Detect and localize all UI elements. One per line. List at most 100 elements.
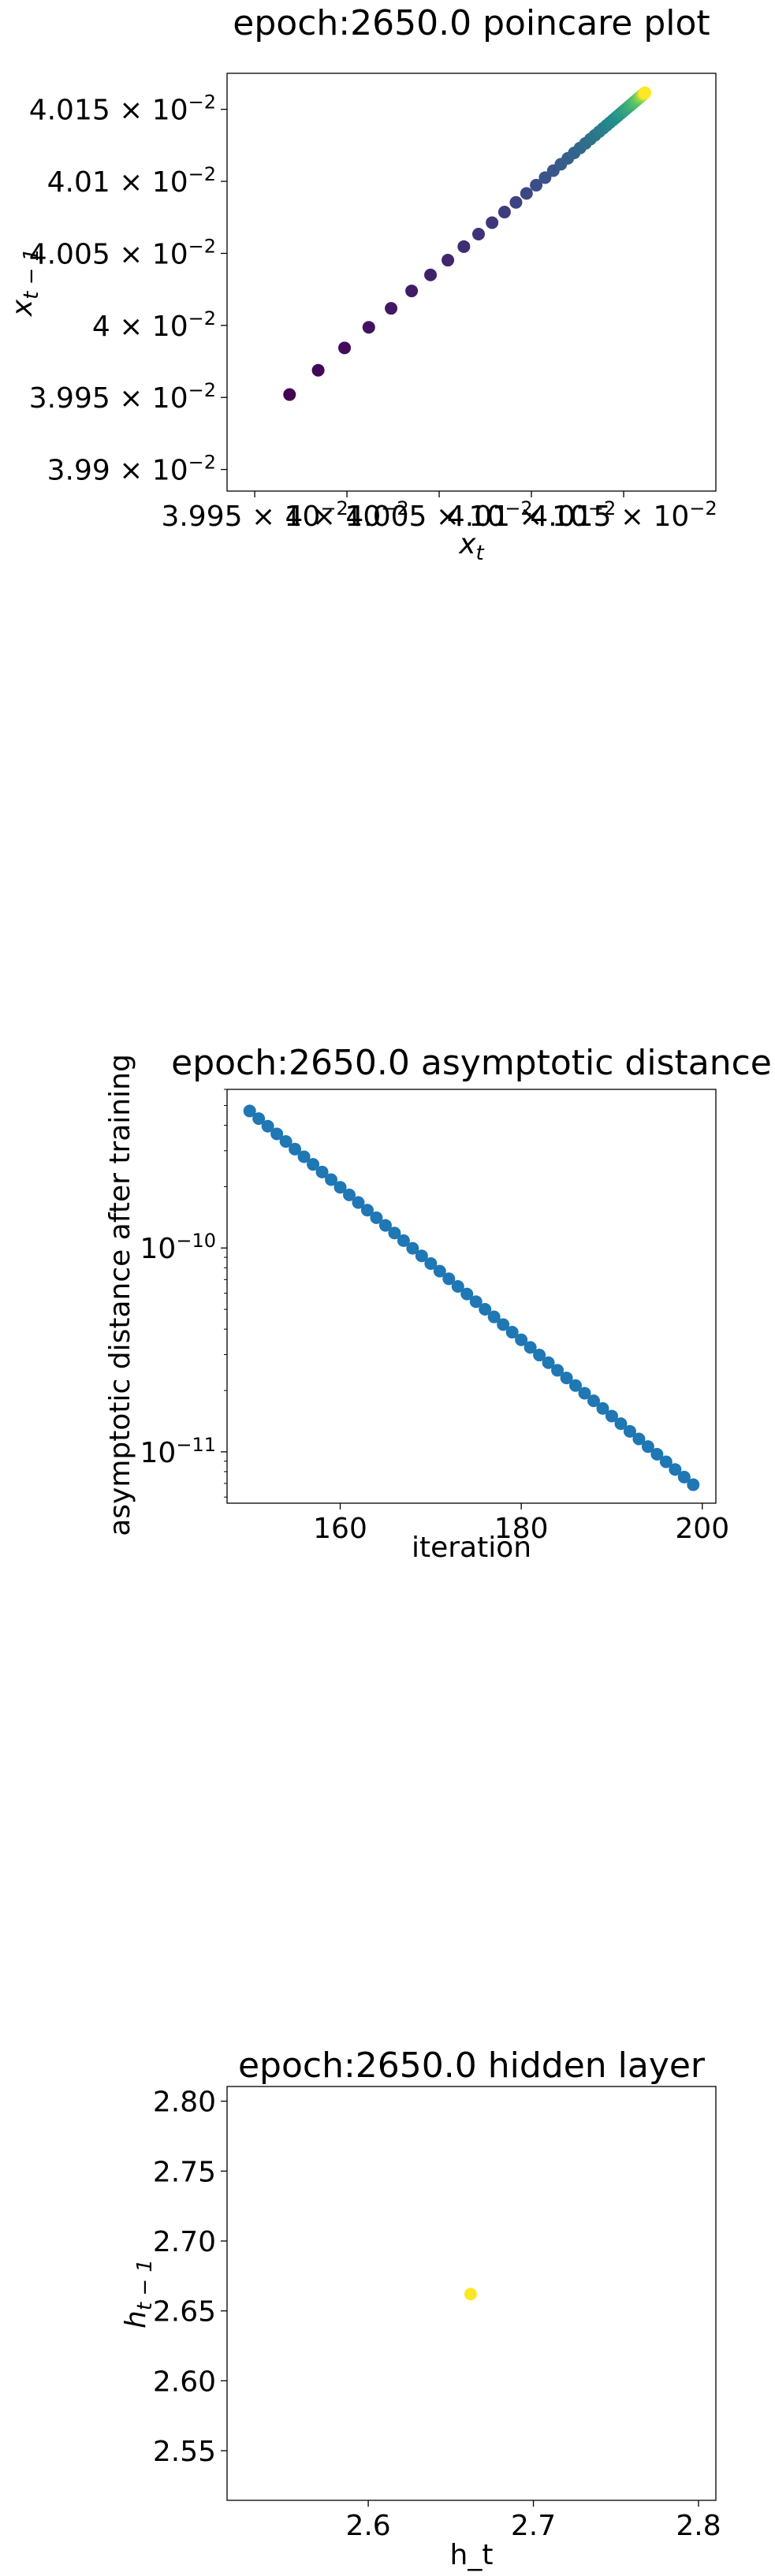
asymptotic-distance-y-label: asymptotic distance after training xyxy=(104,1054,136,1536)
y-tick-label: 2.55 xyxy=(153,2436,216,2468)
distance-point xyxy=(279,1135,292,1148)
distance-point xyxy=(578,1387,591,1400)
distance-point xyxy=(687,1478,700,1491)
distance-point xyxy=(343,1188,356,1201)
hidden-layer-points xyxy=(464,2288,477,2301)
distance-point xyxy=(388,1227,401,1240)
distance-point xyxy=(614,1417,628,1431)
x-tick-label: 4.015 × 10−2 xyxy=(530,497,717,533)
distance-point xyxy=(523,1341,537,1354)
y-tick-label: 2.65 xyxy=(153,2296,216,2328)
y-tick-label: 4.005 × 10−2 xyxy=(29,235,216,270)
poincare-point xyxy=(497,206,511,219)
distance-point xyxy=(406,1241,419,1255)
distance-point xyxy=(469,1295,483,1308)
x-tick-label: 3.995 × 10−2 xyxy=(161,497,348,533)
poincare-plot-panel: epoch:2650.0 poincare plot 3.995 × 10−24… xyxy=(6,3,717,565)
poincare-point xyxy=(639,86,652,99)
hidden-layer-panel: epoch:2650.0 hidden layer 2.6 2.7 2.8 2.55… xyxy=(120,2046,721,2571)
asymptotic-distance-title: epoch:2650.0 asymptotic distance xyxy=(171,1043,772,1083)
distance-point xyxy=(289,1142,302,1156)
distance-point xyxy=(623,1424,636,1438)
poincare-point xyxy=(457,240,471,253)
poincare-point xyxy=(362,321,375,334)
poincare-plot-x-label: xt xyxy=(458,528,484,565)
distance-point xyxy=(352,1196,365,1209)
distance-point xyxy=(270,1127,284,1141)
y-tick-label: 10−10 xyxy=(140,1230,216,1265)
poincare-point xyxy=(385,302,398,315)
distance-point xyxy=(669,1463,682,1476)
distance-point xyxy=(587,1394,600,1408)
distance-point xyxy=(596,1402,609,1415)
distance-point xyxy=(659,1455,673,1469)
hidden-layer-x-ticks: 2.6 2.7 2.8 xyxy=(345,2500,721,2542)
distance-point xyxy=(460,1287,474,1301)
distance-point xyxy=(397,1234,410,1247)
distance-point xyxy=(297,1150,311,1163)
x-tick-label: 4.01 × 10−2 xyxy=(447,497,616,533)
y-tick-label: 3.99 × 10−2 xyxy=(47,452,216,487)
distance-point xyxy=(325,1173,338,1186)
poincare-point xyxy=(442,254,455,267)
poincare-point xyxy=(509,195,523,209)
distance-point xyxy=(243,1104,256,1118)
poincare-plot-y-ticks: 3.99 × 10−2 3.995 × 10−2 4 × 10−2 4.005 × 1… xyxy=(29,91,227,487)
hidden-layer-axes-frame xyxy=(226,2086,717,2501)
hidden-layer-y-ticks: 2.55 2.60 2.65 2.70 2.75 2.80 xyxy=(153,2086,227,2468)
y-tick-label: 2.80 xyxy=(153,2086,216,2119)
hidden-state-point xyxy=(464,2288,477,2301)
x-tick-label: 2.8 xyxy=(676,2510,721,2542)
asymptotic-distance-y-ticks: 10−10 10−11 xyxy=(140,1089,227,1498)
poincare-point xyxy=(520,187,533,200)
hidden-layer-title: epoch:2650.0 hidden layer xyxy=(238,2046,706,2086)
asymptotic-distance-x-ticks: 160 180 200 xyxy=(313,1503,729,1545)
poincare-point xyxy=(405,285,419,298)
y-tick-label: 4 × 10−2 xyxy=(92,307,216,343)
poincare-point xyxy=(486,216,499,229)
distance-point xyxy=(650,1447,664,1461)
asymptotic-distance-axes-frame xyxy=(226,1089,717,1504)
asymptotic-distance-x-label: iteration xyxy=(412,1532,531,1564)
distance-point xyxy=(487,1310,501,1323)
distance-point xyxy=(551,1364,564,1377)
y-tick-label: 4.015 × 10−2 xyxy=(29,91,216,127)
y-tick-label: 2.70 xyxy=(153,2226,216,2258)
distance-point xyxy=(451,1279,464,1293)
poincare-point xyxy=(311,363,325,377)
distance-point xyxy=(261,1119,274,1133)
poincare-plot-y-label: xt − 1 xyxy=(6,248,43,317)
hidden-layer-x-label: h_t xyxy=(450,2539,494,2571)
x-tick-label: 2.6 xyxy=(345,2510,390,2542)
distance-point xyxy=(569,1379,583,1392)
x-tick-label: 4.005 × 10−2 xyxy=(345,497,532,533)
poincare-point xyxy=(538,171,552,184)
distance-point xyxy=(378,1219,392,1232)
distance-point xyxy=(677,1470,691,1483)
y-tick-label: 3.995 × 10−2 xyxy=(29,379,216,415)
distance-point xyxy=(632,1432,646,1446)
distance-point xyxy=(360,1204,374,1217)
distance-point xyxy=(505,1326,519,1339)
hidden-layer-y-label: ht − 1 xyxy=(120,2259,157,2328)
distance-point xyxy=(605,1409,618,1423)
distance-point xyxy=(641,1440,654,1454)
distance-point xyxy=(533,1349,546,1362)
poincare-point xyxy=(471,228,485,241)
distance-point xyxy=(370,1211,383,1224)
poincare-plot-title: epoch:2650.0 poincare plot xyxy=(233,3,710,43)
distance-point xyxy=(424,1256,438,1270)
distance-point xyxy=(560,1372,573,1385)
distance-point xyxy=(333,1181,347,1194)
poincare-point xyxy=(424,268,438,281)
x-tick-label: 160 xyxy=(313,1513,367,1545)
x-tick-label: 200 xyxy=(675,1513,729,1545)
asymptotic-distance-panel: epoch:2650.0 asymptotic distance 160 180 2… xyxy=(104,1043,772,1564)
distance-point xyxy=(433,1264,446,1278)
distance-point xyxy=(415,1249,428,1263)
distance-point xyxy=(315,1165,329,1178)
distance-point xyxy=(442,1272,456,1286)
x-tick-label: 2.7 xyxy=(511,2510,556,2542)
poincare-point xyxy=(530,178,543,192)
poincare-plot-x-ticks: 3.995 × 10−24 × 10−24.005 × 10−24.01 × 1… xyxy=(161,491,717,533)
